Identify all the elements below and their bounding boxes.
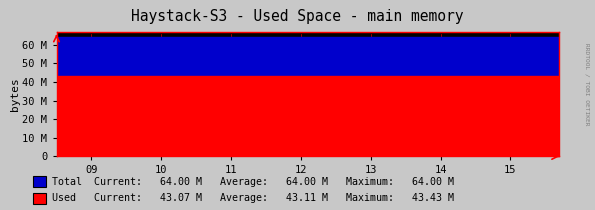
- Text: Used   Current:   43.07 M   Average:   43.11 M   Maximum:   43.43 M: Used Current: 43.07 M Average: 43.11 M M…: [52, 193, 454, 203]
- Text: Haystack-S3 - Used Space - main memory: Haystack-S3 - Used Space - main memory: [131, 9, 464, 24]
- Text: RRDTOOL / TOBI OETIKER: RRDTOOL / TOBI OETIKER: [584, 43, 589, 125]
- Y-axis label: bytes: bytes: [10, 77, 20, 111]
- Text: Total  Current:   64.00 M   Average:   64.00 M   Maximum:   64.00 M: Total Current: 64.00 M Average: 64.00 M …: [52, 177, 454, 187]
